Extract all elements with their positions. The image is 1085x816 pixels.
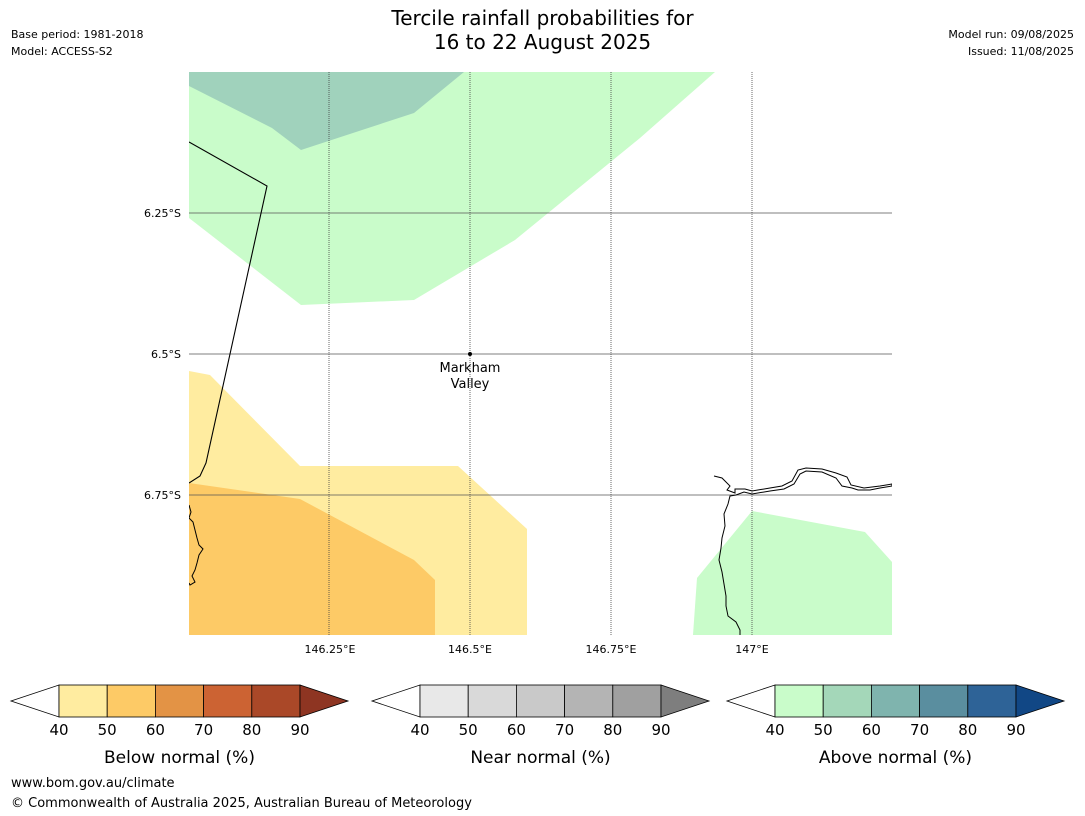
page-title: Tercile rainfall probabilities for 16 to… [0, 6, 1085, 54]
place-label-line-1: Markham [440, 361, 501, 376]
colorbar-tick-label: 90 [290, 721, 309, 739]
colorbar-tick-label: 90 [651, 721, 670, 739]
colorbar-tick-label: 60 [862, 721, 881, 739]
below-normal-50-60-region [189, 483, 435, 635]
base-period-text: Base period: 1981-2018 [11, 28, 144, 41]
colorbar-tick-label: 40 [765, 721, 784, 739]
colorbar-max-arrow [299, 684, 350, 718]
colorbar-tick-label: 50 [98, 721, 117, 739]
colorbar-tick-label: 90 [1006, 721, 1025, 739]
above-normal-40-50-region-southeast [693, 511, 892, 635]
map-area [189, 72, 892, 635]
meta-right: Model run: 09/08/2025 Issued: 11/08/2025 [948, 26, 1074, 60]
colorbar-min-arrow [370, 684, 421, 718]
colorbar-0: 40 50 60 70 80 90 Below normal (%) [9, 684, 350, 768]
colorbar-swatch [419, 684, 469, 718]
province-boundary [189, 141, 268, 484]
place-label-line-2: Valley [451, 377, 490, 392]
colorbar-swatch [467, 684, 517, 718]
colorbar-label: Above normal (%) [819, 748, 972, 768]
lon-label-147: 147°E [735, 643, 768, 656]
colorbar-swatch [612, 684, 662, 718]
markham-valley-marker [468, 352, 472, 356]
colorbar-swatch [919, 684, 969, 718]
colorbar-swatch [822, 684, 872, 718]
lon-label-146-5: 146.5°E [448, 643, 492, 656]
footer-url: www.bom.gov.au/climate [11, 776, 175, 791]
colorbar-tick-label: 70 [194, 721, 213, 739]
colorbar-swatch [154, 684, 204, 718]
colorbar-swatch [106, 684, 156, 718]
colorbars: 40 50 60 70 80 90 Below normal (%) 40 50 60 70 80 90… [9, 684, 1066, 768]
colorbar-tick-label: 40 [49, 721, 68, 739]
colorbar-tick-label: 40 [410, 721, 429, 739]
colorbar-2: 40 50 60 70 80 90 Above normal (%) [725, 684, 1066, 768]
colorbar-swatch [564, 684, 614, 718]
lat-label-6-75: 6.75°S [144, 489, 181, 502]
colorbar-tick-label: 80 [242, 721, 261, 739]
meta-left: Base period: 1981-2018 Model: ACCESS-S2 [11, 26, 143, 60]
above-normal-50-60-region [189, 72, 464, 150]
lat-label-6-5: 6.5°S [151, 348, 181, 361]
lon-label-146-25: 146.25°E [305, 643, 356, 656]
colorbar-swatch [251, 684, 301, 718]
footer: www.bom.gov.au/climate © Commonwealth of… [11, 774, 472, 814]
model-text: Model: ACCESS-S2 [11, 45, 113, 58]
colorbar-swatch [58, 684, 108, 718]
issued-text: Issued: 11/08/2025 [967, 45, 1074, 58]
colorbar-swatch [871, 684, 921, 718]
model-run-text: Model run: 09/08/2025 [948, 28, 1074, 41]
colorbar-tick-label: 70 [910, 721, 929, 739]
latitude-lines [189, 212, 892, 496]
colorbar-min-arrow [725, 684, 776, 718]
title-line-2: 16 to 22 August 2025 [433, 30, 652, 54]
colorbar-swatch [516, 684, 566, 718]
colorbar-swatch [774, 684, 824, 718]
colorbar-label: Near normal (%) [470, 748, 610, 768]
colorbar-label: Below normal (%) [104, 748, 255, 768]
coastline-east [713, 467, 892, 635]
colorbar-swatch [203, 684, 253, 718]
colorbar-swatch [967, 684, 1017, 718]
title-line-1: Tercile rainfall probabilities for [391, 6, 694, 30]
lon-label-146-75: 146.75°E [586, 643, 637, 656]
coastline-west [189, 504, 204, 586]
colorbar-tick-label: 70 [555, 721, 574, 739]
colorbar-tick-label: 80 [958, 721, 977, 739]
colorbar-1: 40 50 60 70 80 90 Near normal (%) [370, 684, 711, 768]
colorbar-tick-label: 60 [507, 721, 526, 739]
lat-label-6-25: 6.25°S [144, 207, 181, 220]
colorbar-tick-label: 60 [146, 721, 165, 739]
colorbar-max-arrow [1015, 684, 1066, 718]
colorbar-min-arrow [9, 684, 60, 718]
colorbar-tick-label: 80 [603, 721, 622, 739]
colorbar-tick-label: 50 [459, 721, 478, 739]
footer-copyright: © Commonwealth of Australia 2025, Austra… [11, 796, 472, 811]
colorbar-max-arrow [660, 684, 711, 718]
colorbar-tick-label: 50 [814, 721, 833, 739]
